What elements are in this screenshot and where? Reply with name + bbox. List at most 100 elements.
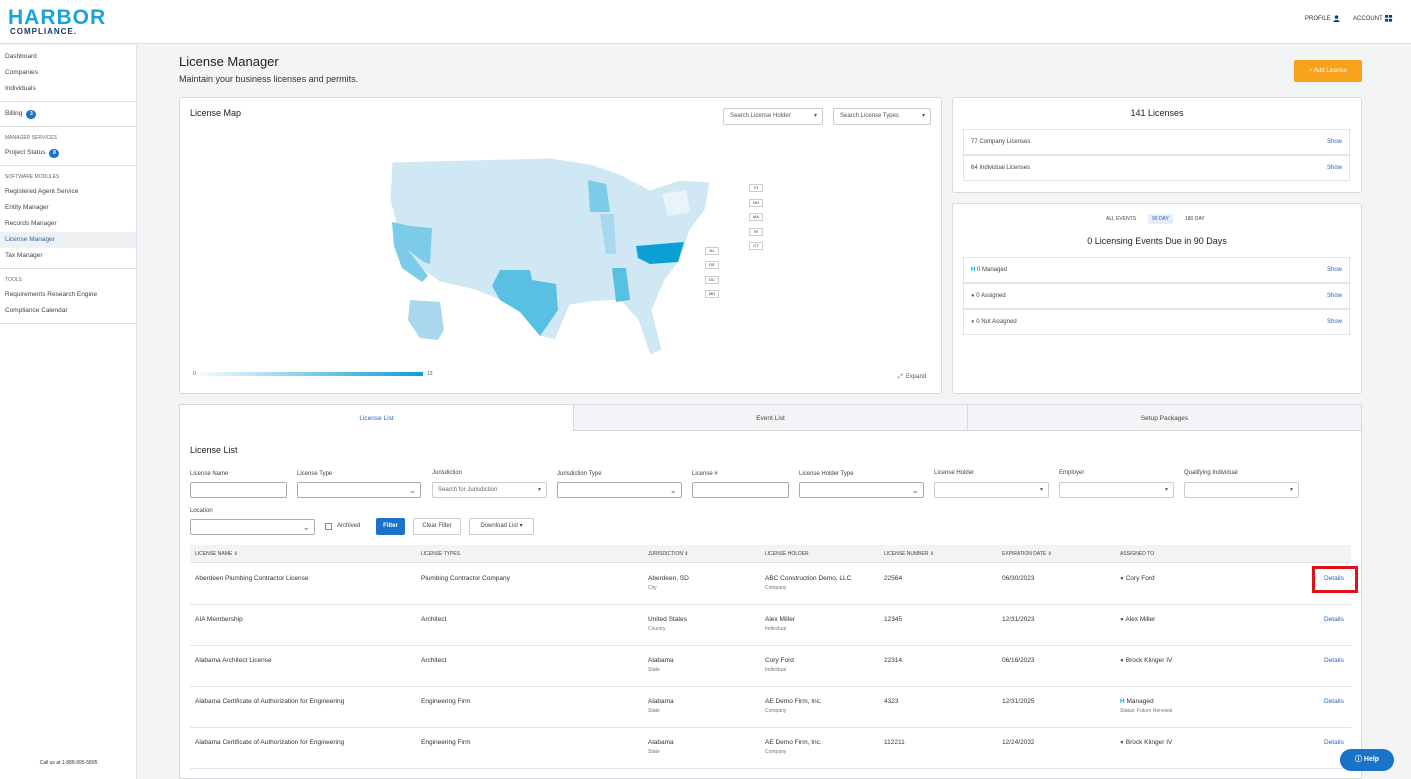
location-select[interactable]: ⌄ (190, 519, 315, 535)
state-box-ma[interactable]: MA (749, 213, 763, 221)
cell-license-name[interactable]: AIA Membership (195, 616, 243, 623)
show-managed-link[interactable]: Show (1326, 267, 1342, 273)
help-button[interactable]: ⓘ Help (1340, 749, 1394, 771)
state-box-md[interactable]: MD (705, 290, 719, 298)
company-licenses-row: 77 Company Licenses Show (963, 129, 1350, 155)
sidebar-item-billing[interactable]: Billing 3 (0, 106, 136, 122)
caret-down-icon: ▾ (1039, 487, 1043, 493)
user-icon: ● (1120, 739, 1126, 746)
page-subtitle: Maintain your business licenses and perm… (179, 74, 359, 84)
cell-license-number: 12345 (884, 616, 903, 623)
search-license-types-dropdown[interactable]: Search License Types ▾ (833, 108, 931, 125)
sidebar-item-research-engine[interactable]: Requirements Research Engine (5, 291, 98, 298)
sidebar-item-project-status[interactable]: Project Status 8 (0, 145, 136, 161)
tab-setup-packages[interactable]: Setup Packages (967, 404, 1362, 431)
caret-down-icon: ▾ (921, 113, 925, 119)
legend-min-label: 0 (193, 371, 196, 377)
license-type-select[interactable]: ⌄ (297, 482, 421, 498)
state-box-ct[interactable]: CT (749, 242, 763, 250)
tab-event-list[interactable]: Event List (573, 404, 968, 431)
jurisdiction-search[interactable]: Search for Jurisdiction ▾ (432, 482, 547, 498)
license-name-input[interactable] (190, 482, 287, 498)
license-list-panel (179, 404, 1362, 779)
state-box-nj[interactable]: NJ (705, 247, 719, 255)
sort-icon: ⇕ (929, 551, 935, 557)
us-license-map[interactable] (380, 150, 720, 370)
license-holder-label: License Holder (934, 470, 975, 476)
chevron-down-icon: ⌄ (911, 485, 919, 495)
state-box-vt[interactable]: VT (749, 184, 763, 192)
details-link[interactable]: Details (1324, 698, 1344, 705)
sidebar-item-compliance-calendar[interactable]: Compliance Calendar (5, 307, 68, 314)
cell-license-name[interactable]: Aberdeen Plumbing Contractor License (195, 575, 309, 582)
cell-license-type: Plumbing Contractor Company (421, 575, 510, 582)
show-assigned-link[interactable]: Show (1326, 293, 1342, 299)
sidebar-item-dashboard[interactable]: Dashboard (5, 53, 37, 60)
sidebar-item-tax-manager[interactable]: Tax Manager (5, 252, 43, 259)
cell-license-name[interactable]: Alabama Certificate of Authorization for… (195, 698, 345, 705)
search-license-holder-dropdown[interactable]: Search License Holder ▾ (723, 108, 823, 125)
caret-down-icon: ▾ (537, 487, 541, 493)
caret-down-icon: ▾ (1289, 487, 1293, 493)
filter-90-day[interactable]: 90 DAY (1148, 214, 1173, 224)
cell-jurisdiction: Alabama State (648, 739, 674, 755)
details-link[interactable]: Details (1324, 616, 1344, 623)
expand-map-button[interactable]: ⤢ Expand (898, 374, 927, 380)
license-number-input[interactable] (692, 482, 789, 498)
expand-icon: ⤢ (898, 374, 903, 380)
jurisdiction-type-select[interactable]: ⌄ (557, 482, 682, 498)
sidebar-item-license-manager[interactable]: License Manager (0, 232, 136, 248)
column-license-name[interactable]: LICENSE NAME ⇕ (195, 551, 238, 557)
user-icon: ● (971, 293, 977, 299)
add-license-button[interactable]: + Add License (1294, 60, 1362, 82)
cell-license-name[interactable]: Alabama Certificate of Authorization for… (195, 739, 345, 746)
show-company-licenses-link[interactable]: Show (1326, 139, 1342, 145)
column-expiration-date[interactable]: EXPIRATION DATE ⇕ (1002, 551, 1052, 557)
filter-button[interactable]: Filter (376, 518, 405, 535)
license-holder-search[interactable]: ▾ (934, 482, 1049, 498)
texas-shape (492, 270, 558, 336)
alaska-shape (408, 300, 444, 340)
employer-search[interactable]: ▾ (1059, 482, 1174, 498)
clear-filter-button[interactable]: Clear Filter (413, 518, 461, 535)
state-box-de[interactable]: DE (705, 261, 719, 269)
tab-license-list[interactable]: License List (179, 404, 574, 431)
cell-jurisdiction: Alabama State (648, 698, 674, 714)
details-highlight-box (1312, 566, 1358, 593)
archived-checkbox[interactable] (325, 523, 332, 530)
state-box-ri[interactable]: RI (749, 228, 763, 236)
legend-color-scale (200, 372, 423, 376)
column-jurisdiction[interactable]: JURISDICTION ⇕ (648, 551, 689, 557)
cell-expiration-date: 06/30/2023 (1002, 575, 1035, 582)
cell-license-name[interactable]: Alabama Architect License (195, 657, 272, 664)
details-link[interactable]: Details (1324, 575, 1344, 582)
sidebar-item-records-manager[interactable]: Records Manager (5, 220, 57, 227)
state-box-dc[interactable]: DC (705, 276, 719, 284)
account-link[interactable]: ACCOUNT (1353, 15, 1393, 22)
sidebar-item-entity-manager[interactable]: Entity Manager (5, 204, 49, 211)
location-label: Location (190, 508, 213, 514)
sidebar-item-individuals[interactable]: Individuals (5, 85, 36, 92)
caret-down-icon: ▾ (1164, 487, 1168, 493)
column-license-number[interactable]: LICENSE NUMBER ⇕ (884, 551, 935, 557)
total-licenses-heading: 141 Licenses (1130, 108, 1184, 118)
software-modules-heading: SOFTWARE MODULES (5, 174, 60, 180)
sidebar-item-companies[interactable]: Companies (5, 69, 38, 76)
harbor-compliance-logo[interactable]: HARBOR COMPLIANCE. (8, 6, 107, 36)
cell-license-type: Architect (421, 616, 447, 623)
sidebar-managed-section: MANAGED SERVICES Project Status 8 (0, 127, 136, 166)
sidebar-item-registered-agent[interactable]: Registered Agent Service (5, 188, 79, 195)
state-box-nh[interactable]: NH (749, 199, 763, 207)
show-not-assigned-link[interactable]: Show (1326, 319, 1342, 325)
license-holder-type-select[interactable]: ⌄ (799, 482, 924, 498)
show-individual-licenses-link[interactable]: Show (1326, 165, 1342, 171)
illinois-shape (600, 214, 616, 254)
profile-link[interactable]: PROFILE (1305, 15, 1340, 22)
filter-180-day[interactable]: 180 DAY (1185, 216, 1205, 222)
download-list-button[interactable]: Download List ▾ (469, 518, 534, 535)
details-link[interactable]: Details (1324, 739, 1344, 746)
details-link[interactable]: Details (1324, 657, 1344, 664)
filter-all-events[interactable]: ALL EVENTS (1106, 216, 1137, 222)
user-icon (1332, 15, 1340, 22)
qualifying-individual-search[interactable]: ▾ (1184, 482, 1299, 498)
